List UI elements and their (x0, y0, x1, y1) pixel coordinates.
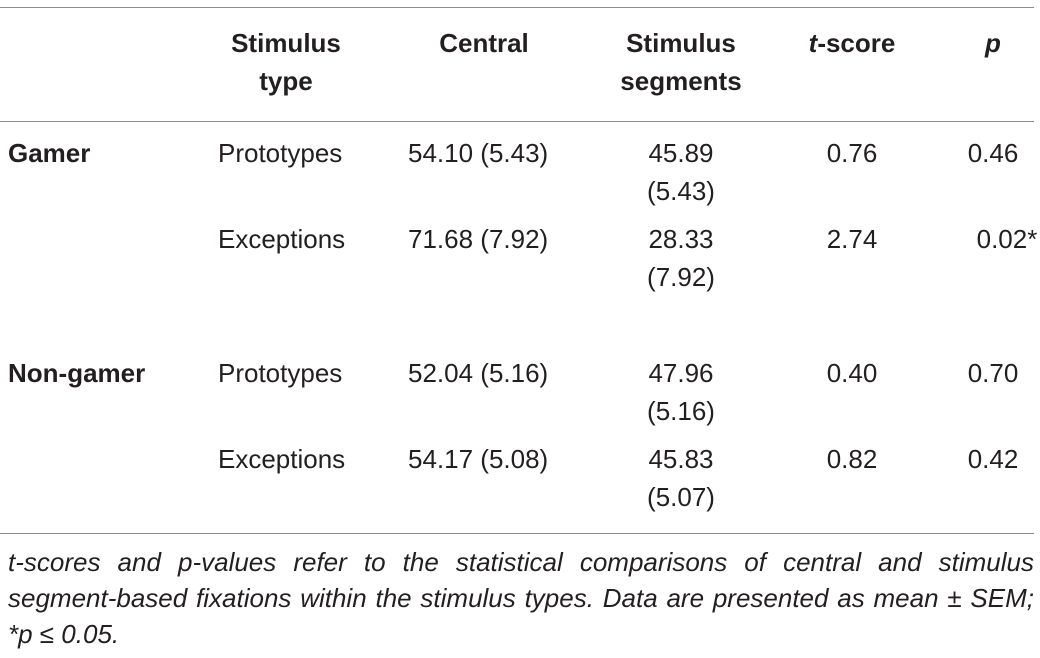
cell-p-value: 0.46 (967, 138, 1019, 168)
cell-t-score: 2.74 (826, 224, 878, 254)
cell-segments-sem: (5.07) (647, 482, 715, 512)
group-label-non-gamer: Non-gamer (8, 358, 146, 388)
cell-central: 52.04 (5.16) (408, 358, 549, 388)
cell-segments-sem: (5.43) (647, 176, 715, 206)
header-bottom-rule (0, 121, 1034, 122)
header-central: Central (439, 28, 529, 58)
cell-segments-sem: (5.16) (647, 396, 715, 426)
header-t-score: t-score (797, 24, 907, 62)
cell-stimulus-type: Exceptions (218, 224, 346, 254)
header-stimulus-segments-line2: segments (620, 66, 742, 96)
header-stimulus-segments-line1: Stimulus (626, 28, 736, 58)
header-t-score-rest: -score (817, 28, 896, 58)
cell-t-score: 0.82 (826, 444, 878, 474)
cell-stimulus-segments: 47.96 (5.16) (611, 354, 751, 430)
cell-p-value: 0.02* (976, 224, 1038, 254)
cell-t-score: 0.76 (826, 138, 878, 168)
header-stimulus-type: Stimulus type (218, 24, 354, 100)
cell-central: 54.17 (5.08) (408, 444, 549, 474)
cell-central: 54.10 (5.43) (408, 138, 549, 168)
header-stimulus-type-line1: Stimulus (231, 28, 341, 58)
header-t-score-italic: t (808, 28, 818, 58)
group-label-gamer: Gamer (8, 138, 91, 168)
cell-segments-sem: (7.92) (647, 262, 715, 292)
cell-stimulus-type: Prototypes (218, 358, 343, 388)
table-footnote: t-scores and p-values refer to the stati… (8, 547, 1034, 649)
cell-segments-mean: 28.33 (648, 224, 714, 254)
cell-stimulus-segments: 45.89 (5.43) (611, 134, 751, 210)
cell-p-value: 0.70 (967, 358, 1019, 388)
header-stimulus-type-line2: type (259, 66, 313, 96)
cell-stimulus-segments: 28.33 (7.92) (611, 220, 751, 296)
cell-stimulus-segments: 45.83 (5.07) (611, 440, 751, 516)
cell-stimulus-type: Exceptions (218, 444, 346, 474)
table-bottom-rule (0, 533, 1034, 534)
header-p: p (985, 28, 1001, 58)
cell-segments-mean: 47.96 (648, 358, 714, 388)
cell-stimulus-type: Prototypes (218, 138, 343, 168)
header-stimulus-segments: Stimulus segments (606, 24, 756, 100)
cell-t-score: 0.40 (826, 358, 878, 388)
cell-central: 71.68 (7.92) (408, 224, 549, 254)
cell-segments-mean: 45.83 (648, 444, 714, 474)
table-top-rule (0, 7, 1034, 8)
cell-p-value: 0.42 (967, 444, 1019, 474)
cell-segments-mean: 45.89 (648, 138, 714, 168)
